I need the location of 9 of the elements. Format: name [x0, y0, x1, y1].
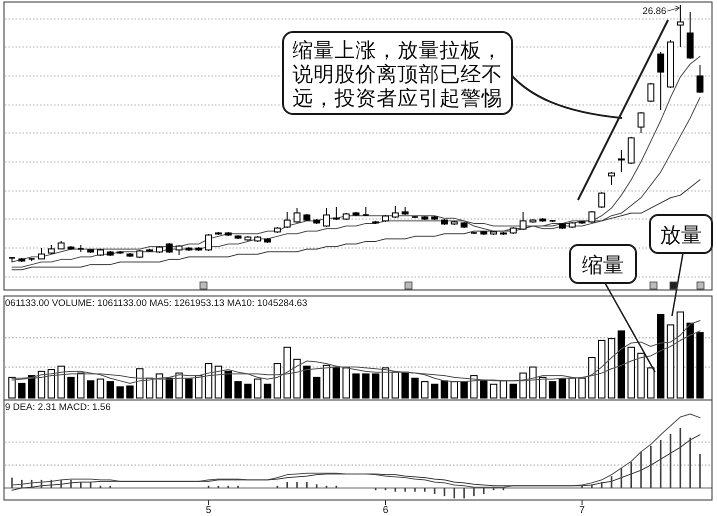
annotation: 缩量上涨，放量拉板，说明股价离顶部已经不远，投资者应引起警惕: [292, 38, 502, 110]
annotation: 缩量: [582, 253, 624, 277]
x-tick-label: 7: [579, 505, 586, 516]
x-tick-label: 5: [206, 505, 212, 516]
annotation: 26.86: [642, 6, 666, 17]
x-tick-label: 6: [382, 505, 389, 516]
chart-title: 061133.00 VOLUME: 1061133.00 MA5: 1261953.13 MA10: 1045284.63: [5, 298, 308, 309]
chart-title: 9 DEA: 2.31 MACD: 1.56: [5, 402, 111, 413]
annotation: 放量: [660, 223, 702, 247]
